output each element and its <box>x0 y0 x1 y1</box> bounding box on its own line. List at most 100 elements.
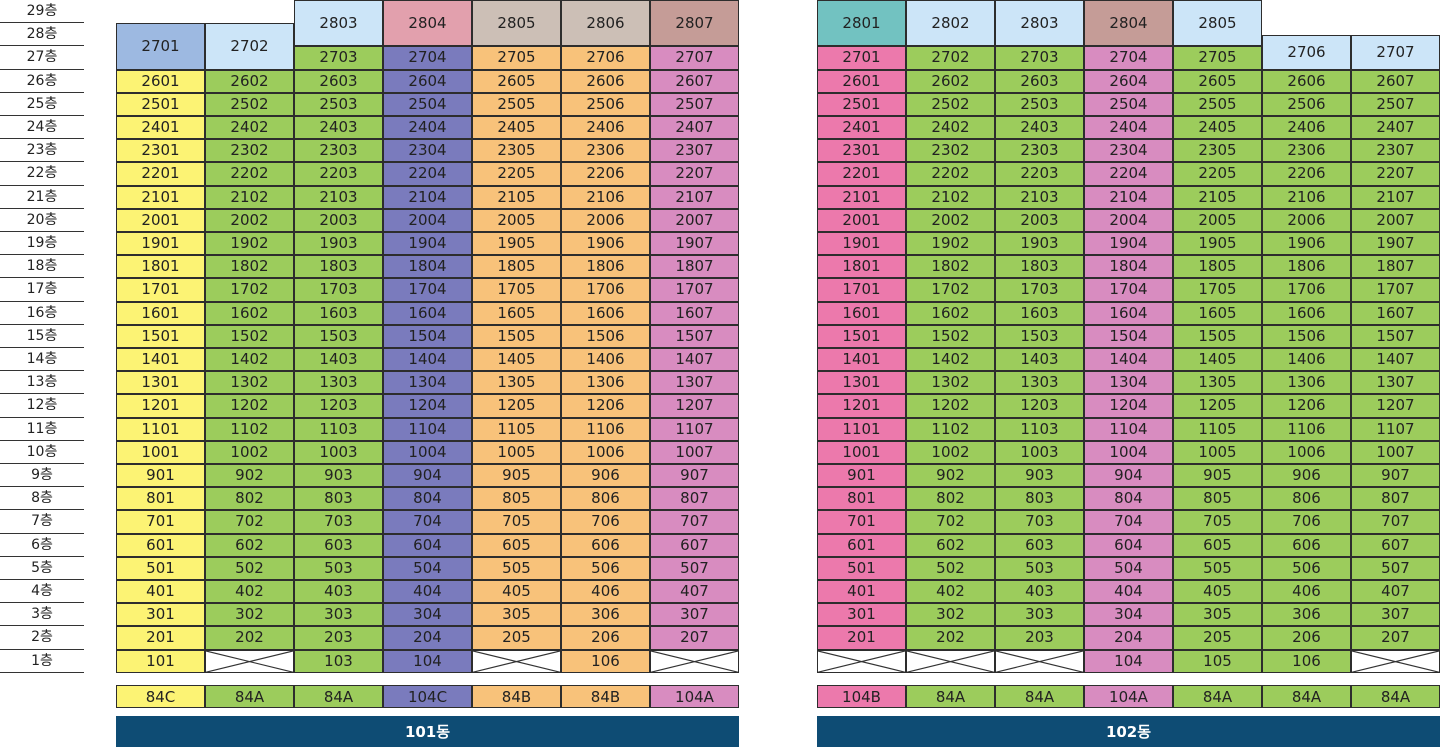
unit-cell: 1407 <box>1351 348 1440 372</box>
penthouse-unit-cell: 2807 <box>650 0 739 47</box>
unit-cell: 1907 <box>650 232 739 256</box>
unit-cell: 1207 <box>1351 394 1440 418</box>
unit-cell: 406 <box>1262 580 1351 604</box>
unit-cell: 704 <box>383 510 472 534</box>
unit-cell: 2102 <box>906 185 995 209</box>
unit-cell: 2607 <box>1351 69 1440 93</box>
unit-cell: 307 <box>1351 603 1440 627</box>
unit-cell: 2101 <box>817 185 906 209</box>
unit-cell: 1006 <box>1262 440 1351 464</box>
unit-cell: 1601 <box>116 301 205 325</box>
unit-cell: 1005 <box>472 440 561 464</box>
unit-cell: 1406 <box>1262 348 1351 372</box>
floor-label: 18층 <box>0 255 84 279</box>
unit-cell: 1802 <box>906 255 995 279</box>
unit-cell: 806 <box>1262 487 1351 511</box>
unit-cell: 502 <box>205 556 294 580</box>
unit-cell: 2001 <box>817 208 906 232</box>
floor-label: 12층 <box>0 394 84 418</box>
unit-cell: 1407 <box>650 348 739 372</box>
unit-cell: 2503 <box>995 92 1084 116</box>
building-name-bar: 102동 <box>817 716 1440 747</box>
unit-cell: 1402 <box>205 348 294 372</box>
unit-cell: 2704 <box>383 46 472 70</box>
unit-cell: 804 <box>1084 487 1173 511</box>
unit-cell: 1902 <box>205 232 294 256</box>
unit-cell: 503 <box>995 556 1084 580</box>
unit-cell: 2602 <box>205 69 294 93</box>
penthouse-unit-cell: 2802 <box>906 0 995 47</box>
empty-unit-cell <box>472 649 561 673</box>
unit-cell: 1903 <box>294 232 383 256</box>
unit-cell: 104 <box>383 649 472 673</box>
unit-cell: 105 <box>1173 649 1262 673</box>
unit-cell: 1102 <box>205 417 294 441</box>
unit-cell: 1104 <box>1084 417 1173 441</box>
unit-cell: 503 <box>294 556 383 580</box>
unit-cell: 402 <box>205 580 294 604</box>
unit-cell: 2507 <box>1351 92 1440 116</box>
unit-cell: 106 <box>561 649 650 673</box>
floor-label: 5층 <box>0 557 84 580</box>
unit-cell: 2703 <box>995 46 1084 70</box>
unit-cell: 803 <box>995 487 1084 511</box>
unit-cell: 2003 <box>995 208 1084 232</box>
unit-cell: 1001 <box>817 440 906 464</box>
unit-cell: 1107 <box>650 417 739 441</box>
unit-cell: 2105 <box>1173 185 1262 209</box>
unit-cell: 907 <box>650 464 739 488</box>
unit-cell: 1904 <box>383 232 472 256</box>
unit-cell: 2204 <box>1084 162 1173 186</box>
unit-cell: 605 <box>472 533 561 557</box>
floor-label: 6층 <box>0 534 84 557</box>
unit-cell: 1404 <box>1084 348 1173 372</box>
penthouse-unit-cell: 2801 <box>817 0 906 47</box>
unit-cell: 1704 <box>383 278 472 302</box>
unit-cell: 601 <box>817 533 906 557</box>
unit-cell: 2604 <box>383 69 472 93</box>
unit-cell: 1403 <box>995 348 1084 372</box>
unit-cell: 1606 <box>1262 301 1351 325</box>
unit-cell: 1804 <box>1084 255 1173 279</box>
unit-cell: 203 <box>294 626 383 650</box>
floor-label: 13층 <box>0 371 84 395</box>
floor-label: 27층 <box>0 46 84 70</box>
unit-cell: 2303 <box>995 139 1084 163</box>
unit-cell: 1701 <box>817 278 906 302</box>
unit-type-label: 84A <box>906 685 995 708</box>
unit-cell: 1007 <box>650 440 739 464</box>
unit-cell: 2501 <box>817 92 906 116</box>
unit-cell: 2705 <box>472 46 561 70</box>
unit-cell: 1901 <box>817 232 906 256</box>
unit-cell: 904 <box>1084 464 1173 488</box>
unit-cell: 2007 <box>1351 208 1440 232</box>
unit-cell: 1401 <box>116 348 205 372</box>
unit-cell: 2304 <box>1084 139 1173 163</box>
unit-cell: 2405 <box>472 116 561 140</box>
unit-cell: 501 <box>116 556 205 580</box>
unit-cell: 1602 <box>906 301 995 325</box>
floor-label: 7층 <box>0 510 84 534</box>
unit-cell: 1204 <box>383 394 472 418</box>
unit-type-label: 84A <box>1262 685 1351 708</box>
unit-cell: 2102 <box>205 185 294 209</box>
unit-cell: 2504 <box>383 92 472 116</box>
unit-cell: 1204 <box>1084 394 1173 418</box>
unit-type-label: 104C <box>383 685 472 708</box>
unit-type-label: 84A <box>205 685 294 708</box>
unit-cell: 906 <box>561 464 650 488</box>
unit-cell: 1905 <box>472 232 561 256</box>
unit-cell: 1503 <box>294 324 383 348</box>
unit-cell: 903 <box>294 464 383 488</box>
unit-cell: 607 <box>650 533 739 557</box>
unit-cell: 2603 <box>294 69 383 93</box>
unit-cell: 1801 <box>817 255 906 279</box>
unit-cell: 601 <box>116 533 205 557</box>
unit-cell: 707 <box>650 510 739 534</box>
unit-cell: 1102 <box>906 417 995 441</box>
unit-cell: 2404 <box>383 116 472 140</box>
unit-cell: 2105 <box>472 185 561 209</box>
unit-cell: 2207 <box>1351 162 1440 186</box>
floor-label: 22층 <box>0 162 84 186</box>
